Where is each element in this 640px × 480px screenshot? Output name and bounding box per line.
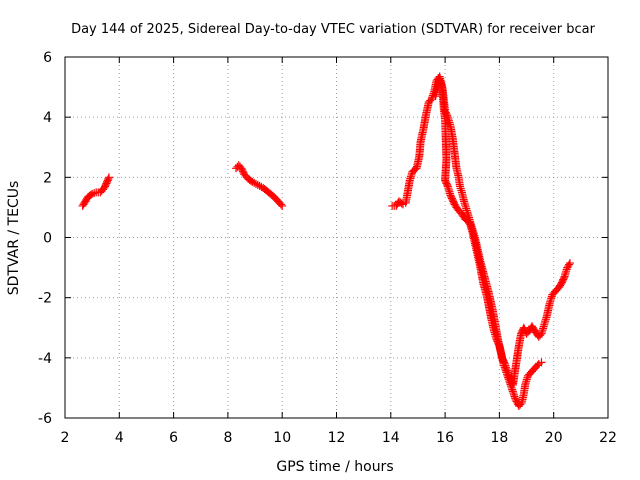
tick-labels: 2 4 6 8 10 12 14 16 18 20 22 -6 -4 -2 0 2 4 6 xyxy=(38,50,617,446)
data-point-marker xyxy=(86,190,95,199)
y-tick-label: 4 xyxy=(43,110,52,126)
data-point-marker xyxy=(253,180,262,189)
x-tick-label: 22 xyxy=(599,430,617,446)
x-tick-label: 20 xyxy=(545,430,563,446)
data-point-marker xyxy=(248,177,257,186)
x-tick-label: 4 xyxy=(115,430,124,446)
data-point-marker xyxy=(90,189,99,198)
plot-frame xyxy=(64,56,609,419)
data-point-marker xyxy=(278,201,287,210)
data-point-marker xyxy=(533,361,542,370)
x-tick-label: 12 xyxy=(328,430,346,446)
x-tick-label: 8 xyxy=(223,430,232,446)
x-tick-label: 6 xyxy=(169,430,178,446)
data-point-marker xyxy=(426,96,435,105)
y-tick-label: 2 xyxy=(43,170,52,186)
data-point-marker xyxy=(104,174,113,183)
y-tick-label: -2 xyxy=(38,291,52,307)
data-point-marker xyxy=(536,331,545,340)
x-tick-label: 10 xyxy=(273,430,291,446)
data-point-marker xyxy=(88,189,97,198)
data-point-marker xyxy=(104,173,113,182)
y-tick-label: -4 xyxy=(38,351,52,367)
x-tick-label: 18 xyxy=(490,430,508,446)
data-point-marker xyxy=(559,274,568,283)
data-point-marker xyxy=(456,182,465,191)
data-point-marker xyxy=(516,400,525,409)
data-points xyxy=(78,72,574,410)
y-tick-label: 6 xyxy=(43,50,52,66)
grid xyxy=(64,56,609,419)
data-point-marker xyxy=(255,181,264,190)
data-point-marker xyxy=(456,184,465,193)
data-point-marker xyxy=(565,260,574,269)
data-point-marker xyxy=(251,179,260,188)
x-tick-label: 2 xyxy=(61,430,70,446)
x-tick-label: 16 xyxy=(436,430,454,446)
data-point-marker xyxy=(537,358,546,367)
x-axis-label: GPS time / hours xyxy=(276,459,393,475)
y-axis-label: SDTVAR / TECUs xyxy=(6,181,22,296)
y-tick-label: 0 xyxy=(43,231,52,247)
data-point-marker xyxy=(276,200,285,209)
y-tick-label: -6 xyxy=(38,411,52,427)
data-point-marker xyxy=(250,178,259,187)
chart-title: Day 144 of 2025, Sidereal Day-to-day VTE… xyxy=(71,22,595,37)
data-point-marker xyxy=(427,95,436,104)
data-point-marker xyxy=(565,259,574,268)
x-tick-label: 14 xyxy=(382,430,400,446)
data-point-marker xyxy=(457,186,466,195)
data-point-marker xyxy=(443,180,452,189)
